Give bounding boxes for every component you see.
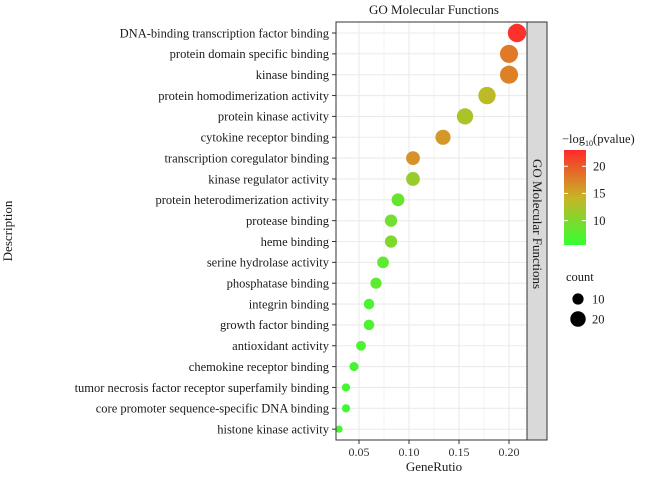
y-tick-label: protease binding [246, 214, 330, 228]
data-points [335, 23, 527, 433]
data-point [356, 340, 366, 351]
x-tick-marks [358, 440, 510, 444]
data-point [349, 362, 359, 372]
facet-strip-label: GO Molecular Functions [530, 159, 545, 289]
color-legend-tick-label: 20 [593, 160, 606, 174]
y-tick-label: cytokine receptor binding [201, 131, 330, 145]
color-legend-title: −log10(pvalue) [562, 132, 635, 148]
data-point [363, 319, 375, 331]
y-tick-label: histone kinase activity [217, 422, 330, 436]
data-point [377, 256, 389, 269]
data-point [456, 108, 474, 125]
y-tick-label: kinase regulator activity [208, 172, 330, 186]
y-tick-label: tumor necrosis factor receptor superfami… [75, 381, 330, 395]
data-point [499, 65, 519, 84]
size-legend-dot [570, 311, 586, 327]
x-tick-label: 0.20 [499, 445, 520, 459]
data-point [370, 277, 382, 289]
y-tick-label: core promoter sequence-specific DNA bind… [96, 402, 330, 416]
data-point [507, 23, 527, 43]
data-point [341, 383, 351, 392]
size-legend-dot [572, 293, 584, 305]
y-tick-label: chemokine receptor binding [189, 360, 330, 374]
chart-title: GO Molecular Functions [369, 2, 499, 17]
y-tick-label: protein heterodimerization activity [155, 193, 329, 207]
y-tick-marks [332, 32, 336, 430]
color-legend-tick-label: 10 [593, 214, 606, 228]
data-point [384, 214, 398, 227]
y-axis-title: Description [0, 200, 15, 261]
data-point [406, 151, 420, 165]
data-point [391, 193, 405, 207]
color-legend-tick-label: 15 [593, 187, 606, 201]
y-tick-label: heme binding [261, 235, 330, 249]
y-tick-label: transcription coregulator binding [164, 151, 329, 165]
y-tick-label: DNA-binding transcription factor binding [120, 26, 330, 40]
y-tick-label: integrin binding [249, 297, 330, 311]
data-point [335, 425, 343, 433]
y-tick-label: serine hydrolase activity [207, 256, 330, 270]
x-axis-title: GeneRutio [406, 459, 462, 474]
y-tick-label: antioxidant activity [232, 339, 330, 353]
data-point [363, 298, 375, 310]
x-tick-label: 0.15 [449, 445, 470, 459]
plot-panel [336, 22, 527, 440]
y-tick-label: protein domain specific binding [170, 47, 330, 61]
grid-lines [336, 22, 527, 440]
color-legend-ticks: 10 15 20 [564, 160, 606, 228]
data-point [435, 129, 451, 145]
size-legend-title: count [566, 270, 594, 284]
y-tick-label: protein kinase activity [218, 110, 330, 124]
x-tick-label: 0.10 [399, 445, 420, 459]
x-tick-label: 0.05 [349, 445, 370, 459]
y-tick-label: kinase binding [256, 68, 330, 82]
data-point [478, 86, 496, 105]
data-point [384, 235, 398, 248]
data-point [406, 172, 420, 186]
y-tick-label: protein homodimerization activity [158, 89, 330, 103]
y-tick-labels: DNA-binding transcription factor binding… [75, 26, 330, 436]
y-tick-label: growth factor binding [220, 318, 330, 332]
y-tick-label: phosphatase binding [227, 277, 330, 291]
size-legend-label: 20 [592, 312, 605, 326]
data-point [499, 44, 519, 63]
size-legend-label: 10 [592, 292, 605, 306]
data-point [341, 404, 351, 413]
color-legend-bar [564, 150, 586, 245]
x-tick-labels: 0.05 0.10 0.15 0.20 [349, 445, 520, 459]
facet-strip [526, 21, 548, 441]
